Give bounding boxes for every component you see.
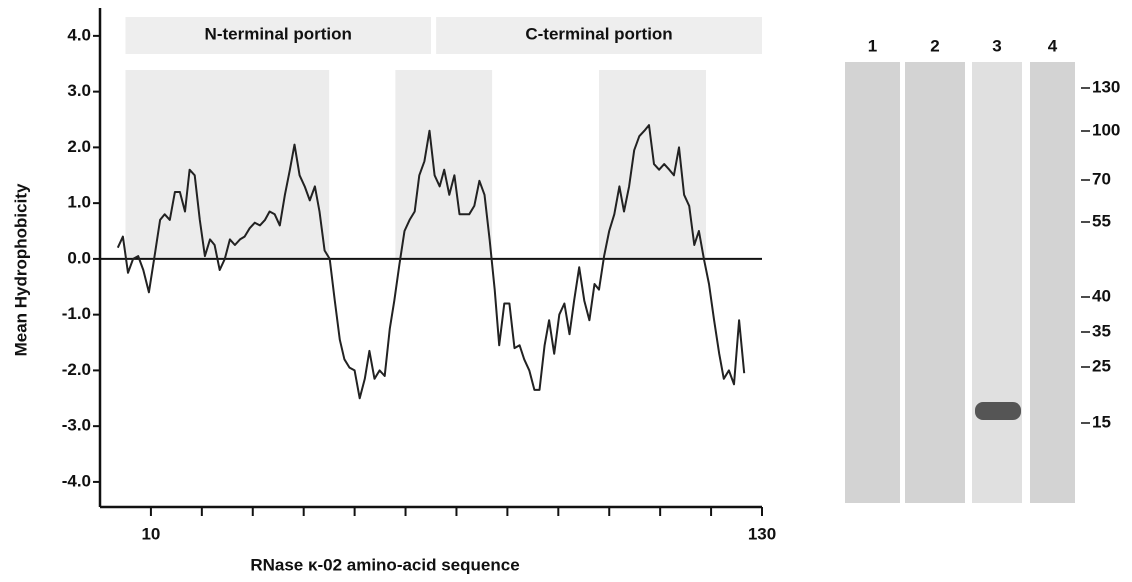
figure: Mean Hydrophobicity RNase κ-02 amino-aci… <box>0 0 1132 582</box>
y-tick-label: 2.0 <box>67 137 91 156</box>
gel-lane <box>845 62 900 503</box>
marker-label: 130 <box>1092 77 1120 96</box>
portion-label: C-terminal portion <box>525 24 672 43</box>
y-tick-label: -1.0 <box>62 304 91 323</box>
hydrophobic-region <box>395 70 492 259</box>
y-tick-label: 3.0 <box>67 81 91 100</box>
y-axis-label: Mean Hydrophobicity <box>11 183 30 356</box>
gel-lane <box>972 62 1022 503</box>
gel-lane <box>905 62 965 503</box>
gel-lane <box>1030 62 1075 503</box>
y-tick-label: -4.0 <box>62 471 91 490</box>
lane-label: 4 <box>1048 36 1058 55</box>
marker-label: 40 <box>1092 286 1111 305</box>
protein-band <box>975 402 1021 420</box>
marker-label: 25 <box>1092 356 1111 375</box>
x-axis-label: RNase κ-02 amino-acid sequence <box>250 555 519 574</box>
lane-label: 2 <box>930 36 939 55</box>
y-tick-label: 1.0 <box>67 193 91 212</box>
marker-label: 100 <box>1092 120 1120 139</box>
x-tick-label: 130 <box>748 524 776 543</box>
marker-label: 70 <box>1092 169 1111 188</box>
marker-label: 15 <box>1092 412 1111 431</box>
marker-label: 35 <box>1092 321 1111 340</box>
y-tick-label: -2.0 <box>62 360 91 379</box>
lane-label: 3 <box>992 36 1001 55</box>
hydrophobic-region <box>599 70 706 259</box>
portion-label: N-terminal portion <box>205 24 352 43</box>
y-tick-label: -3.0 <box>62 416 91 435</box>
x-tick-label: 10 <box>141 524 160 543</box>
lane-label: 1 <box>868 36 877 55</box>
y-tick-label: 4.0 <box>67 25 91 44</box>
y-tick-label: 0.0 <box>67 248 91 267</box>
marker-label: 55 <box>1092 211 1111 230</box>
